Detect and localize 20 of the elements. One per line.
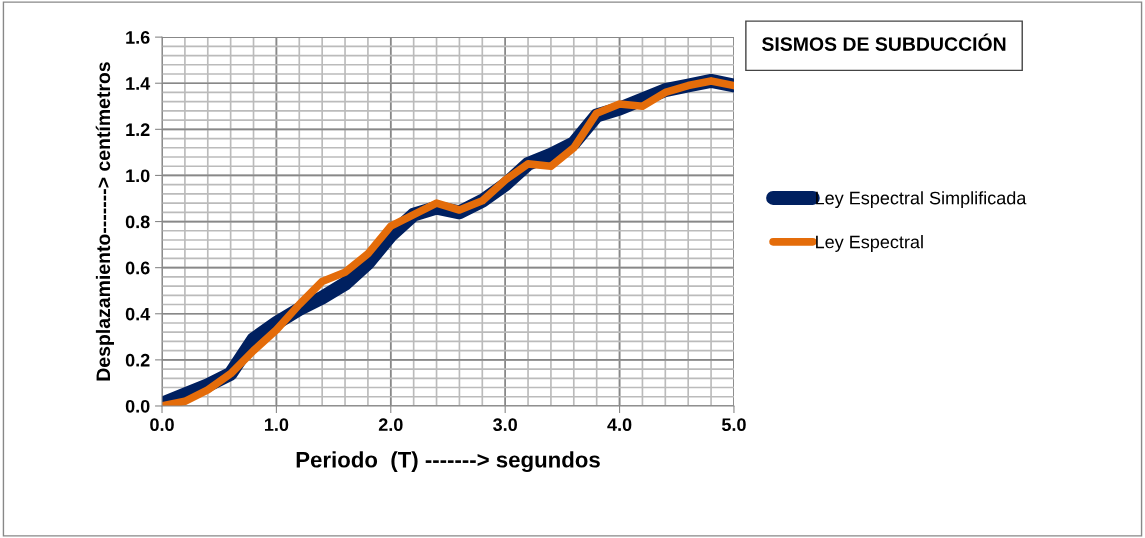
x-tick-label: 4.0: [607, 418, 632, 432]
y-tick-label: 1.2: [126, 123, 150, 136]
y-tick-label: 1.4: [126, 77, 151, 90]
y-tick-label: 0.8: [125, 215, 150, 229]
legend-label: Ley Espectral: [816, 235, 923, 252]
x-axis-title: Periodo (T) -------> segundos: [296, 451, 600, 473]
y-tick-label: 1.0: [126, 169, 150, 183]
x-tick-label: 3.0: [493, 418, 517, 432]
y-tick-label: 0.2: [125, 353, 150, 367]
x-tick-label: 5.0: [721, 418, 746, 432]
x-tick-label: 1.0: [264, 418, 289, 432]
y-tick-label: 0.0: [125, 399, 150, 413]
text: SISMOS DE SUBDUCCIÓN: [761, 33, 1006, 51]
x-tick-label: 2.0: [378, 418, 403, 432]
x-tick-label: 0.0: [150, 418, 174, 432]
y-tick-label: 0.6: [125, 261, 150, 275]
y-axis-title: Desplazamiento-------> centímetros: [95, 62, 114, 381]
legend-label: Ley Espectral Simplificada: [816, 191, 1027, 209]
y-tick-label: 0.4: [125, 307, 151, 321]
y-tick-label: 1.6: [126, 31, 150, 44]
